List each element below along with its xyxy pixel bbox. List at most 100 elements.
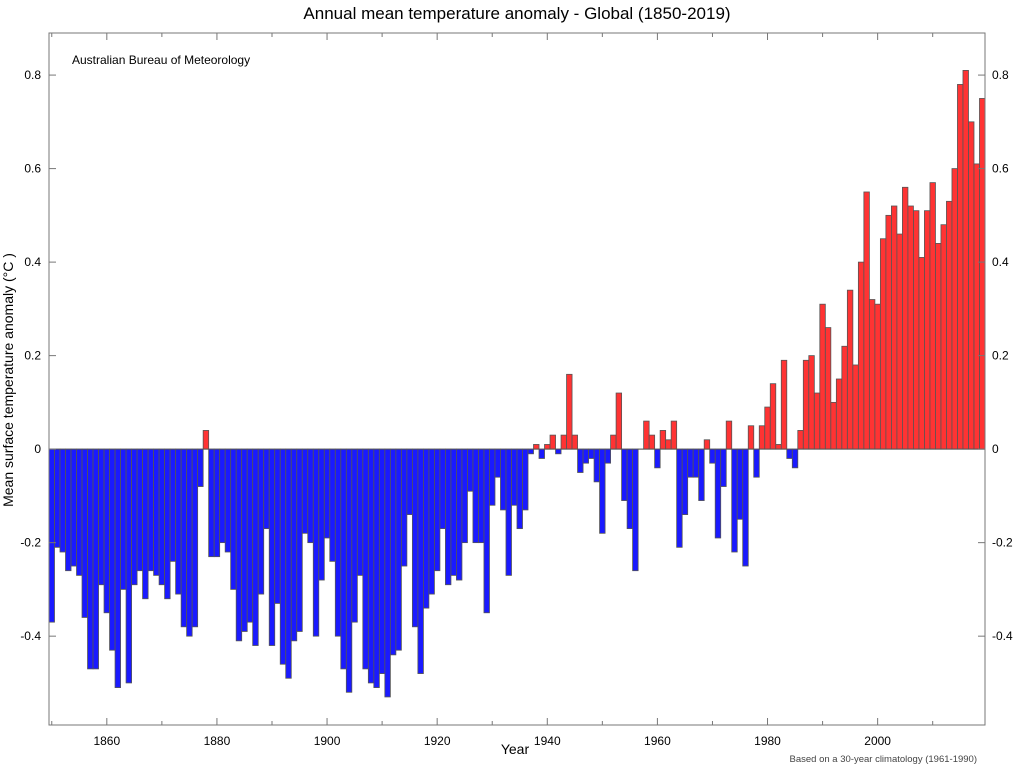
bar-1900: [323, 448, 331, 539]
bar-2006: [907, 205, 914, 450]
bar-1945: [571, 434, 578, 450]
plot-frame: [48, 32, 986, 726]
bar-1961: [659, 430, 667, 450]
bar-1882: [224, 448, 232, 553]
bar-1910: [378, 448, 386, 674]
bar-1889: [263, 448, 270, 530]
bar-1867: [142, 448, 149, 600]
bar-1919: [428, 448, 435, 595]
y-axis-label: Mean surface temperature anomaly (°C ): [0, 253, 16, 507]
bar-2009: [924, 210, 931, 450]
bar-1960: [654, 448, 661, 469]
source-label: Australian Bureau of Meteorology: [72, 53, 250, 67]
bar-1915: [406, 448, 413, 515]
y-tick-label-right: -0.4: [992, 629, 1013, 643]
bar-1899: [318, 448, 325, 581]
bar-1879: [208, 448, 215, 558]
bar-1884: [235, 448, 243, 642]
bar-1983: [780, 359, 788, 450]
bar-1858: [92, 448, 99, 670]
y-tick-label-left: 0.6: [24, 162, 41, 176]
bar-1872: [169, 448, 177, 562]
y-tick-label-left: 0: [34, 442, 41, 456]
bar-1863: [120, 448, 127, 590]
bar-1906: [356, 448, 364, 576]
bar-1875: [186, 448, 193, 637]
bars-group: [48, 70, 986, 698]
bar-2002: [885, 214, 892, 450]
bar-1901: [329, 448, 336, 562]
bar-1962: [665, 439, 672, 450]
bar-1942: [555, 448, 562, 455]
bar-1992: [830, 401, 837, 450]
bar-1896: [301, 448, 309, 534]
bar-1978: [753, 448, 760, 478]
bar-1941: [549, 434, 556, 450]
bar-1988: [808, 355, 815, 450]
bar-1866: [136, 448, 143, 572]
bar-1963: [670, 420, 678, 450]
bar-1869: [153, 448, 160, 576]
bar-1881: [219, 448, 226, 544]
bar-1851: [54, 448, 61, 548]
bar-1923: [450, 448, 457, 576]
bar-1921: [439, 448, 446, 530]
bar-1973: [725, 420, 733, 450]
bar-1893: [285, 448, 292, 679]
bar-2016: [962, 70, 969, 450]
bar-1934: [511, 448, 518, 506]
bar-1947: [582, 448, 589, 464]
bar-1929: [483, 448, 490, 614]
bar-1954: [621, 448, 628, 501]
bar-1897: [307, 448, 314, 544]
bar-2005: [902, 186, 909, 450]
y-tick-label-left: -0.2: [20, 536, 41, 550]
bar-1994: [841, 345, 848, 450]
bar-1890: [268, 448, 276, 646]
bar-2019: [979, 98, 986, 450]
bar-2007: [913, 210, 920, 450]
bar-2011: [935, 243, 942, 450]
bar-1909: [373, 448, 380, 688]
bar-1986: [797, 430, 804, 450]
x-tick-label: 1900: [314, 734, 341, 748]
y-tick-label-left: -0.4: [20, 629, 41, 643]
bar-2015: [957, 84, 964, 450]
bar-2010: [929, 182, 936, 450]
x-tick-label: 1880: [204, 734, 231, 748]
bar-1924: [456, 448, 463, 581]
bar-1855: [76, 448, 83, 576]
x-axis-label: Year: [501, 741, 530, 757]
bar-1990: [819, 303, 826, 450]
y-tick-label-right: -0.2: [992, 536, 1013, 550]
y-tick-label-right: 0: [992, 442, 999, 456]
bar-1965: [681, 448, 689, 515]
bar-2013: [946, 200, 953, 450]
bar-1902: [334, 448, 342, 637]
bar-1968: [698, 448, 705, 501]
bar-1955: [626, 448, 634, 530]
bar-1874: [180, 448, 188, 628]
bar-1932: [500, 448, 507, 511]
bar-1854: [70, 448, 77, 567]
bar-1984: [786, 448, 793, 459]
bar-1865: [131, 448, 138, 586]
axes-group: 1860 1880 1900 1920 1940 1960 1980 2000 0.8 0.8 0.…: [20, 33, 1013, 748]
bar-1911: [384, 448, 391, 698]
bar-1972: [720, 448, 727, 487]
x-tick-label: 1920: [424, 734, 451, 748]
bar-2003: [891, 205, 898, 450]
bar-1936: [522, 448, 529, 511]
bar-1959: [648, 434, 656, 450]
x-tick-label: 1860: [93, 734, 120, 748]
bar-1860: [103, 448, 110, 614]
bar-1914: [400, 448, 408, 567]
bar-1993: [835, 378, 843, 450]
bar-1995: [846, 289, 854, 450]
x-tick-label: 2000: [864, 734, 891, 748]
bar-1981: [769, 383, 777, 450]
bar-1859: [98, 448, 105, 586]
y-tick-label-left: 0.2: [24, 349, 41, 363]
bar-1987: [802, 359, 810, 450]
